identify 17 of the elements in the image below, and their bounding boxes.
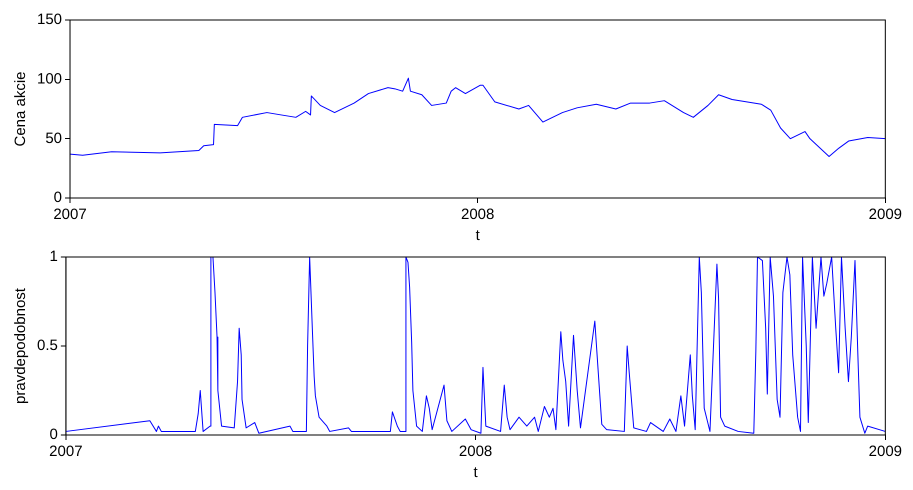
y-tick-label: 0 xyxy=(54,189,62,206)
x-tick-label: 2009 xyxy=(868,206,902,224)
x-axis-title: t xyxy=(474,464,478,482)
x-tick-label: 2007 xyxy=(53,206,87,224)
y-tick-label: 0.5 xyxy=(36,337,58,354)
x-tick-label: 2008 xyxy=(458,443,492,460)
x-tick-label: 2009 xyxy=(868,443,902,460)
y-tick-label: 150 xyxy=(36,11,62,28)
y-tick-label: 1 xyxy=(50,248,58,266)
y-axis-title: pravdepodobnost xyxy=(12,287,30,404)
y-tick-label: 50 xyxy=(45,130,62,147)
x-tick-label: 2008 xyxy=(460,206,494,224)
y-tick-label: 100 xyxy=(36,70,62,88)
y-tick-label: 0 xyxy=(50,426,58,444)
x-axis-title: t xyxy=(476,227,481,244)
y-axis-title: Cena akcie xyxy=(12,71,30,147)
x-tick-label: 2007 xyxy=(49,443,83,460)
